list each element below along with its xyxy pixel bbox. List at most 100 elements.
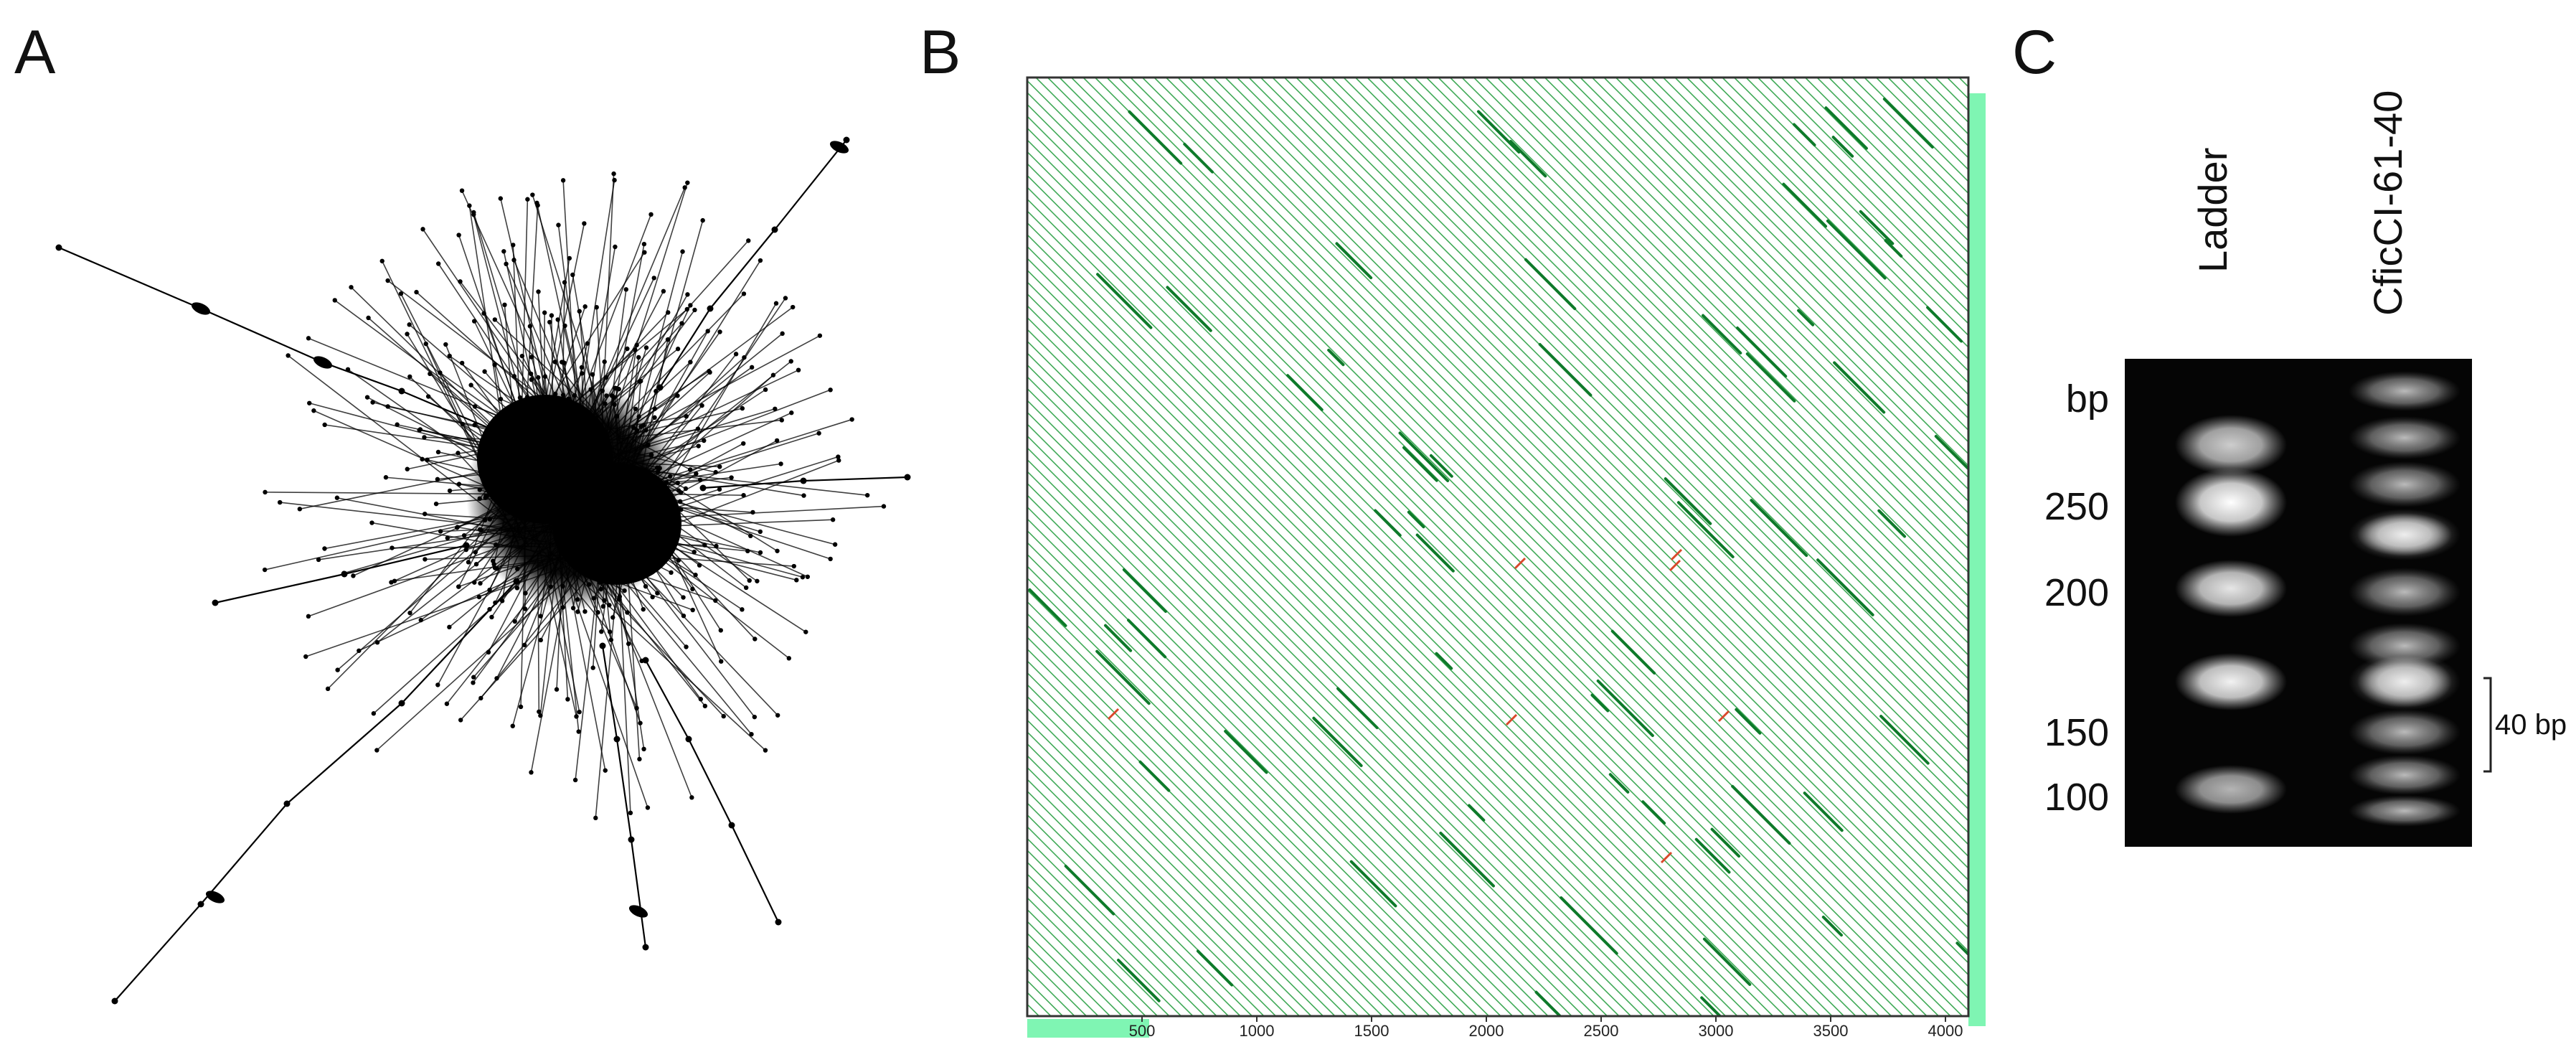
sample-band xyxy=(2349,371,2461,411)
network-node xyxy=(689,795,694,800)
dot-plot-tick-label: 1000 xyxy=(1239,1022,1275,1040)
network-edge xyxy=(401,581,517,704)
network-node xyxy=(483,495,488,500)
dot-plot-match-segment xyxy=(1610,629,1656,675)
network-node xyxy=(770,372,776,377)
network-node xyxy=(501,438,506,443)
network-node xyxy=(690,586,695,592)
panel-c-letter: C xyxy=(2012,18,2057,87)
network-node xyxy=(512,619,517,624)
dot-plot-match-segment xyxy=(1096,273,1153,329)
network-node xyxy=(676,522,681,528)
dot-plot-repeat-line xyxy=(1027,885,1159,1016)
dot-plot-match-segment xyxy=(1750,499,1808,558)
network-node xyxy=(423,341,428,347)
dot-plot-match-segment xyxy=(1664,477,1712,525)
network-node xyxy=(574,714,579,719)
dot-plot-repeat-line xyxy=(1106,78,1968,941)
dot-plot-repeat-line xyxy=(1027,91,1951,1016)
network-node xyxy=(444,701,450,706)
network-node xyxy=(482,448,487,453)
network-node xyxy=(650,570,655,575)
network-node xyxy=(473,561,479,567)
dot-plot-repeat-line xyxy=(1319,78,1968,728)
network-node xyxy=(590,372,595,377)
network-node xyxy=(717,487,722,492)
network-node xyxy=(477,487,482,492)
network-node xyxy=(609,393,615,398)
network-node xyxy=(641,746,646,752)
network-node xyxy=(566,396,571,401)
network-node xyxy=(750,509,755,515)
network-node xyxy=(473,550,478,555)
network-node xyxy=(817,333,823,338)
gel-bands xyxy=(2175,371,2461,827)
network-node xyxy=(773,406,778,411)
network-node xyxy=(636,354,641,360)
network-node xyxy=(422,435,427,440)
network-node xyxy=(529,770,534,775)
network-node xyxy=(438,529,443,534)
dot-plot-match-segment xyxy=(1826,219,1887,280)
network-node xyxy=(407,374,412,380)
network-graph xyxy=(55,136,911,1005)
network-node xyxy=(536,289,541,294)
network-node xyxy=(555,317,560,322)
network-node xyxy=(613,385,618,390)
dot-plot-repeat-line xyxy=(1027,375,1667,1016)
network-node xyxy=(749,731,754,737)
network-node xyxy=(683,486,689,492)
network-node xyxy=(487,587,492,593)
network-edge xyxy=(731,825,779,923)
size-bracket xyxy=(2483,677,2492,773)
network-node xyxy=(560,583,565,589)
network-node xyxy=(758,550,763,555)
network-edge xyxy=(58,246,202,310)
network-node xyxy=(472,580,477,585)
network-node xyxy=(414,289,419,295)
network-node xyxy=(461,532,467,538)
network-node xyxy=(511,374,517,379)
dot-plot-repeat-line xyxy=(1651,78,1968,396)
network-edge xyxy=(401,390,496,432)
network-node xyxy=(499,444,504,449)
network-node xyxy=(602,598,607,603)
dot-plot-repeat-line xyxy=(1027,162,1880,1016)
dot-plot-repeat-line xyxy=(1027,837,1206,1016)
dot-plot-repeat-line xyxy=(1027,861,1182,1016)
network-node xyxy=(111,997,118,1005)
dot-plot-repeat-line xyxy=(1260,78,1968,786)
dot-plot-repeat-line xyxy=(1027,577,1466,1016)
dot-plot-repeat-line xyxy=(1027,494,1549,1016)
dot-plot-repeat-line xyxy=(1745,78,1968,301)
network-node xyxy=(425,457,430,462)
network-edge xyxy=(702,479,804,489)
dot-plot-repeat-line xyxy=(1307,78,1968,739)
dot-plot-repeat-line xyxy=(1027,683,1359,1016)
network-node xyxy=(675,480,680,486)
dot-plot-repeat-line xyxy=(2563,78,2576,1016)
dot-plot-repeat-line xyxy=(1027,802,1241,1016)
network-node xyxy=(395,422,400,427)
dot-plot-match-segment xyxy=(1833,361,1886,414)
dot-plot-inverse-match xyxy=(1514,557,1527,570)
network-node xyxy=(486,436,491,441)
network-node xyxy=(603,401,608,406)
network-node xyxy=(567,255,572,261)
network-node xyxy=(576,729,581,734)
dot-plot-match-segment xyxy=(1879,715,1930,765)
network-node xyxy=(435,261,441,266)
dot-plot-match-segment xyxy=(1816,558,1874,616)
network-node xyxy=(641,606,646,612)
network-node xyxy=(643,428,648,433)
dot-plot-repeat-line xyxy=(1027,269,1774,1016)
network-node xyxy=(651,276,656,281)
dot-plot-repeat-line xyxy=(1027,588,1454,1016)
network-node xyxy=(263,489,268,495)
network-node xyxy=(598,586,603,592)
dot-plot-repeat-line xyxy=(1461,78,1968,586)
network-edge xyxy=(214,573,345,604)
network-node xyxy=(699,403,704,408)
network-node xyxy=(582,221,587,226)
dot-plot-repeat-line xyxy=(1027,482,1561,1016)
